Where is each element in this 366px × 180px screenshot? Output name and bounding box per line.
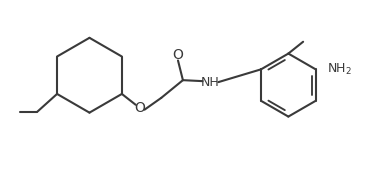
Text: O: O xyxy=(172,48,183,62)
Text: NH: NH xyxy=(201,76,220,89)
Text: O: O xyxy=(134,101,145,115)
Text: NH$_2$: NH$_2$ xyxy=(328,62,352,77)
